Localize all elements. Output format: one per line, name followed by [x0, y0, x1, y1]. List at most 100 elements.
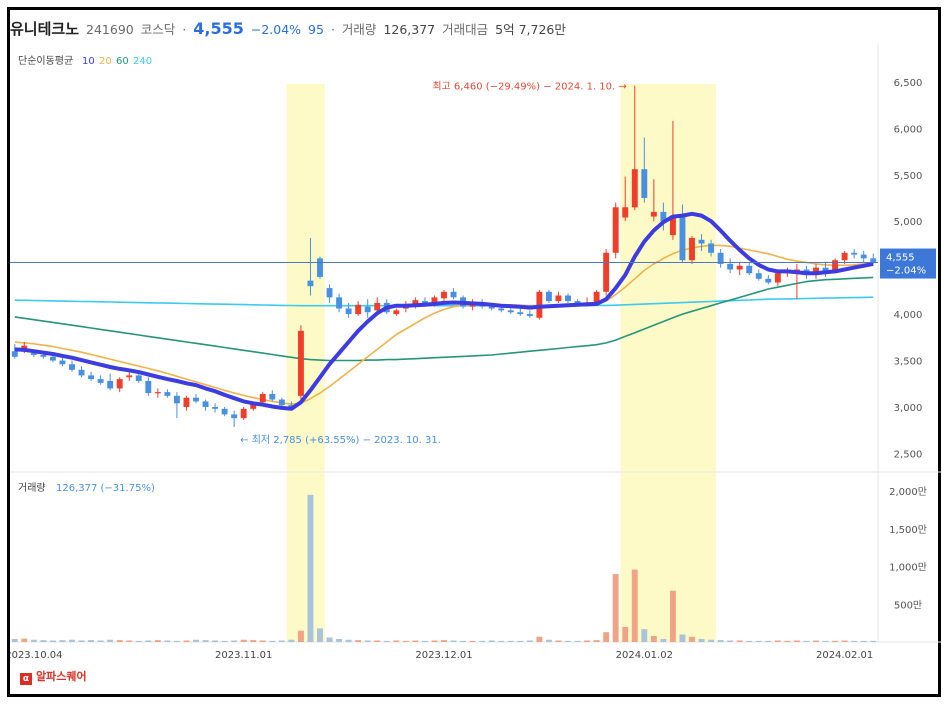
volume-tick-label: 1,000만: [889, 562, 927, 574]
candle-body: [774, 273, 781, 283]
volume-bar: [212, 640, 219, 642]
volume-panel-label: 거래량: [18, 482, 46, 494]
candle-body: [59, 360, 66, 365]
candle-body: [164, 392, 171, 396]
candle-body: [135, 375, 142, 381]
volume-bar: [116, 640, 123, 642]
volume-bar: [774, 640, 781, 642]
volume-bar: [231, 640, 238, 642]
volume-bar: [526, 640, 533, 642]
alpha-logo-icon: α: [20, 673, 32, 685]
volume-bar: [660, 638, 667, 642]
volume-bar: [612, 574, 619, 642]
candle-body: [832, 260, 839, 272]
volume-bar: [154, 640, 161, 642]
volume-bar: [488, 640, 495, 642]
candle-body: [21, 345, 28, 350]
volume-bar: [412, 640, 419, 642]
volume-bar: [364, 640, 371, 642]
volume-bar: [402, 640, 409, 642]
stock-price: 4,555: [193, 19, 244, 38]
price-tick-label: 4,000: [894, 310, 923, 321]
volume-tick-label: 500만: [894, 599, 922, 611]
current-change-label: −2.04%: [886, 266, 926, 277]
volume-bar: [870, 640, 877, 642]
candle-body: [126, 375, 133, 378]
volume-bar: [498, 640, 505, 642]
volume-bar: [479, 640, 486, 642]
stock-name: 유니테크노: [10, 20, 80, 38]
candle-body: [97, 379, 104, 383]
candle-body: [250, 403, 257, 409]
candle-body: [555, 295, 562, 302]
volume-bar: [78, 640, 85, 642]
stock-market: 코스닥: [140, 22, 176, 37]
volume-bar: [240, 639, 247, 642]
stock-change: 95: [308, 22, 324, 37]
price-chart[interactable]: 6,5006,0005,5005,0004,5004,0003,5003,000…: [10, 44, 941, 669]
volume-bar: [374, 640, 381, 642]
candle-body: [755, 273, 762, 279]
candle-body: [669, 215, 676, 236]
volume-bar: [641, 629, 648, 642]
amount-value: 5억 7,726만: [495, 22, 566, 37]
candle-body: [259, 393, 266, 403]
candle-body: [355, 304, 362, 315]
volume-bar: [517, 640, 524, 642]
volume-bar: [679, 634, 686, 642]
low-annotation: ← 최저 2,785 (+63.55%) − 2023. 10. 31.: [240, 434, 441, 446]
volume-bar: [860, 640, 867, 642]
volume-bar: [183, 640, 190, 642]
candle-body: [545, 291, 552, 302]
candle-body: [336, 297, 343, 309]
price-tick-label: 6,500: [894, 78, 923, 89]
candle-body: [526, 314, 533, 316]
ma20-line: [14, 244, 874, 406]
volume-bar: [708, 639, 715, 642]
volume-bar: [793, 640, 800, 642]
volume-bar: [622, 626, 629, 642]
volume-bar: [689, 636, 695, 642]
candle-body: [212, 406, 219, 409]
volume-bar: [841, 640, 848, 642]
volume-bar: [469, 640, 476, 642]
volume-bar: [297, 630, 304, 642]
candle-body: [269, 393, 276, 400]
volume-label: 거래량: [341, 22, 377, 37]
candle-body: [870, 258, 877, 263]
candle-body: [297, 330, 304, 396]
candle-body: [698, 239, 705, 244]
volume-tick-label: 2,000만: [889, 486, 927, 498]
volume-bar: [584, 640, 591, 642]
volume-tick-label: 1,500만: [889, 524, 927, 536]
candle-body: [603, 252, 610, 292]
candle-body: [660, 211, 667, 222]
volume-bar: [393, 640, 400, 642]
candle-body: [593, 291, 600, 303]
candle-body: [765, 278, 772, 283]
volume-bar: [574, 640, 581, 642]
volume-bar: [278, 640, 285, 642]
separator-dot: ·: [330, 22, 335, 37]
candle-body: [288, 405, 295, 407]
volume-value: 126,377: [383, 22, 436, 37]
volume-bar: [421, 640, 428, 642]
volume-bar: [135, 640, 142, 642]
candle-body: [517, 312, 524, 315]
volume-bar: [803, 640, 810, 642]
volume-bar: [383, 640, 390, 642]
volume-bar: [202, 640, 209, 642]
chart-frame: [7, 7, 941, 697]
price-tick-label: 5,000: [894, 217, 923, 228]
candle-body: [641, 169, 648, 198]
volume-bar: [669, 590, 676, 642]
price-tick-label: 5,500: [894, 171, 923, 182]
candle-body: [221, 408, 228, 415]
price-tick-label: 3,000: [894, 403, 923, 414]
volume-bar: [69, 639, 75, 642]
volume-bar: [336, 638, 343, 642]
candle-body: [612, 207, 619, 253]
highlight-band: [286, 84, 325, 642]
stock-header: 유니테크노 241690 코스닥 · 4,555 −2.04% 95 · 거래량 126,377 거…: [10, 18, 573, 40]
volume-bar: [317, 628, 323, 642]
